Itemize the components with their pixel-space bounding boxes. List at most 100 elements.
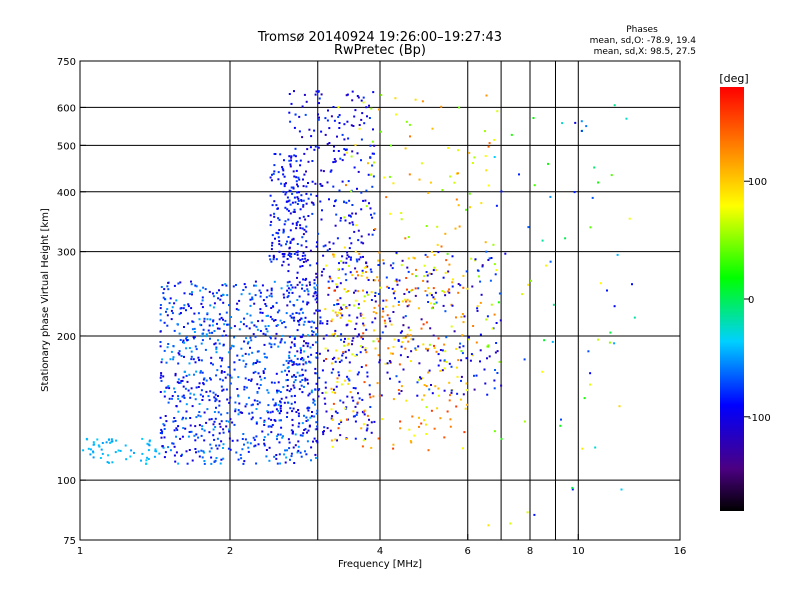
data-point bbox=[398, 279, 401, 282]
data-point bbox=[397, 389, 400, 391]
data-point bbox=[287, 200, 290, 203]
data-point bbox=[628, 217, 631, 220]
data-point bbox=[287, 438, 290, 441]
data-point bbox=[357, 333, 360, 336]
data-point bbox=[237, 409, 240, 412]
data-point bbox=[147, 443, 150, 446]
data-point bbox=[414, 294, 417, 297]
data-point bbox=[407, 340, 410, 343]
data-point bbox=[391, 287, 394, 290]
data-point bbox=[201, 296, 204, 299]
data-point bbox=[124, 444, 127, 447]
data-point bbox=[305, 225, 308, 228]
data-point bbox=[338, 374, 341, 377]
data-point bbox=[389, 212, 392, 215]
data-point bbox=[310, 446, 313, 449]
data-point bbox=[362, 439, 365, 442]
data-point bbox=[293, 253, 296, 255]
data-point bbox=[278, 453, 281, 456]
data-point bbox=[220, 294, 223, 297]
data-point bbox=[336, 299, 339, 302]
data-point bbox=[366, 427, 369, 430]
data-point bbox=[488, 142, 491, 145]
data-point bbox=[333, 253, 336, 256]
data-point bbox=[284, 369, 287, 372]
data-point bbox=[392, 345, 395, 348]
data-point bbox=[286, 379, 289, 381]
data-point bbox=[223, 330, 226, 333]
data-point bbox=[385, 276, 388, 279]
data-point bbox=[160, 428, 163, 431]
data-point bbox=[218, 318, 221, 321]
data-point bbox=[340, 308, 343, 310]
data-point bbox=[286, 284, 289, 287]
data-point bbox=[345, 324, 348, 327]
data-point bbox=[352, 410, 355, 413]
data-point bbox=[289, 300, 292, 303]
data-point bbox=[290, 395, 293, 398]
data-point bbox=[259, 330, 262, 332]
data-point bbox=[377, 354, 380, 357]
data-point bbox=[324, 308, 327, 311]
data-point bbox=[400, 212, 403, 214]
data-point bbox=[324, 381, 327, 384]
data-point bbox=[493, 313, 496, 316]
data-point bbox=[432, 296, 435, 299]
data-point bbox=[237, 413, 240, 416]
data-point bbox=[500, 190, 503, 193]
data-point bbox=[397, 339, 400, 342]
data-point bbox=[302, 204, 305, 206]
data-point bbox=[193, 373, 195, 376]
data-point bbox=[532, 117, 535, 119]
data-point bbox=[264, 303, 267, 305]
data-point bbox=[306, 407, 309, 410]
data-point bbox=[430, 307, 433, 310]
data-point bbox=[188, 347, 191, 349]
data-point bbox=[363, 413, 366, 416]
data-point bbox=[303, 385, 305, 388]
data-point bbox=[343, 148, 346, 150]
data-point bbox=[392, 447, 395, 450]
data-point bbox=[333, 334, 336, 337]
data-point bbox=[423, 384, 426, 386]
data-point bbox=[382, 259, 385, 262]
data-point bbox=[346, 395, 349, 398]
data-point bbox=[229, 346, 232, 349]
data-point bbox=[326, 427, 329, 430]
data-point bbox=[433, 302, 436, 305]
data-point bbox=[239, 453, 242, 456]
data-point bbox=[99, 457, 102, 459]
data-point bbox=[408, 300, 411, 303]
data-point bbox=[179, 312, 182, 314]
data-point bbox=[370, 299, 373, 301]
data-point bbox=[302, 199, 305, 202]
data-point bbox=[395, 280, 398, 283]
data-point bbox=[225, 311, 228, 314]
data-point bbox=[324, 391, 327, 394]
data-point bbox=[301, 434, 304, 437]
data-point bbox=[267, 404, 270, 407]
data-point bbox=[448, 263, 451, 266]
data-point bbox=[222, 443, 225, 446]
data-point bbox=[333, 304, 336, 306]
data-point bbox=[301, 227, 304, 230]
data-point bbox=[292, 375, 295, 378]
data-point bbox=[367, 173, 370, 176]
data-point bbox=[331, 333, 334, 336]
data-point bbox=[300, 374, 303, 377]
data-point bbox=[413, 257, 416, 260]
data-point bbox=[224, 319, 227, 322]
data-point bbox=[334, 438, 337, 441]
data-point bbox=[182, 416, 185, 419]
data-point bbox=[215, 406, 217, 409]
data-point bbox=[394, 280, 397, 282]
data-point bbox=[199, 415, 202, 418]
data-point bbox=[173, 302, 176, 305]
data-point bbox=[498, 292, 501, 295]
data-point bbox=[298, 178, 301, 181]
data-point bbox=[282, 169, 285, 172]
data-point bbox=[228, 401, 231, 404]
data-point bbox=[356, 373, 359, 376]
data-point bbox=[175, 451, 178, 454]
data-point bbox=[496, 110, 499, 113]
